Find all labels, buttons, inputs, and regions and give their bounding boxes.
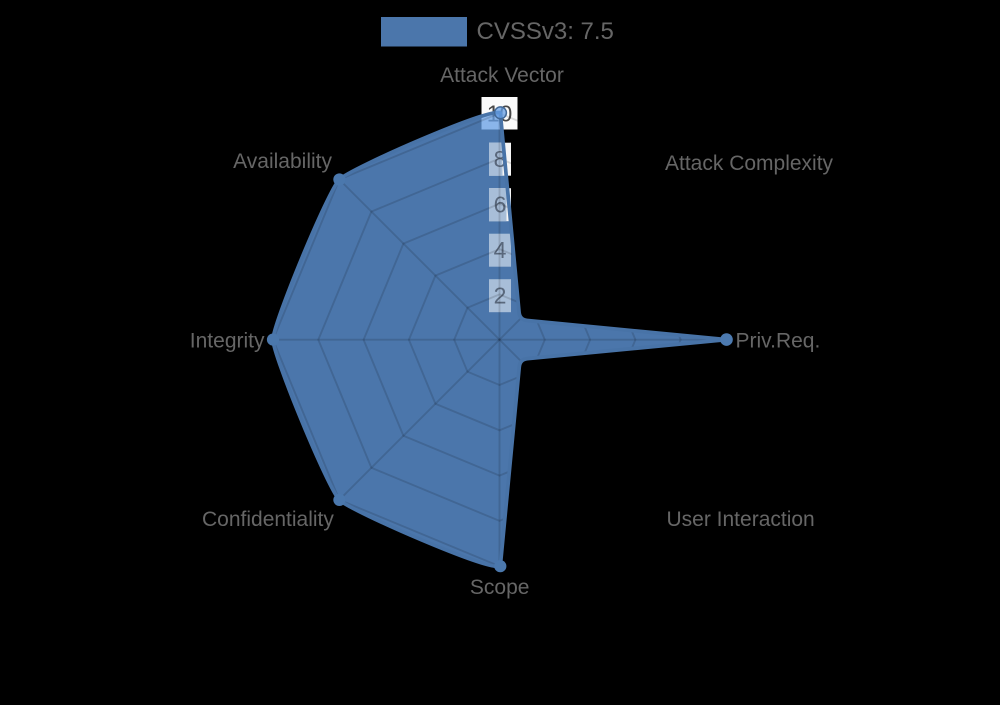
svg-text:Attack Complexity: Attack Complexity	[665, 152, 834, 175]
svg-text:Attack Vector: Attack Vector	[440, 64, 564, 87]
svg-text:Confidentiality: Confidentiality	[202, 508, 334, 531]
svg-text:2: 2	[494, 283, 507, 309]
svg-text:6: 6	[494, 192, 507, 218]
svg-text:Scope: Scope	[470, 576, 530, 599]
svg-text:Availability: Availability	[233, 150, 332, 173]
svg-text:Integrity: Integrity	[190, 329, 265, 352]
svg-text:User Interaction: User Interaction	[667, 508, 815, 531]
svg-text:4: 4	[494, 237, 507, 263]
svg-text:Priv.Req.: Priv.Req.	[736, 329, 821, 352]
svg-text:CVSSv3: 7.5: CVSSv3: 7.5	[477, 18, 614, 45]
